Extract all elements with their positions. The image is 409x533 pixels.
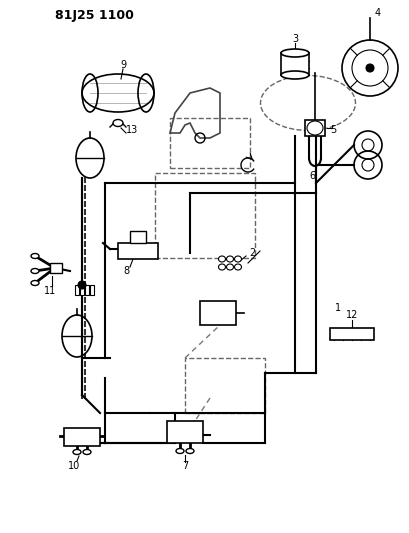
Ellipse shape — [234, 264, 241, 270]
Ellipse shape — [218, 256, 225, 262]
Bar — [130, 231, 146, 243]
Ellipse shape — [73, 449, 81, 455]
Ellipse shape — [31, 254, 39, 259]
Bar — [185, 358, 265, 413]
Text: 8: 8 — [123, 266, 129, 276]
Bar — [305, 120, 325, 136]
Text: 12: 12 — [346, 310, 358, 320]
Bar — [200, 301, 236, 325]
Text: 6: 6 — [309, 171, 315, 181]
Text: 2: 2 — [249, 248, 255, 258]
Ellipse shape — [227, 256, 234, 262]
Ellipse shape — [234, 256, 241, 262]
Ellipse shape — [218, 264, 225, 270]
Circle shape — [366, 64, 374, 72]
Ellipse shape — [31, 269, 39, 273]
Ellipse shape — [31, 280, 39, 286]
Text: 9: 9 — [120, 60, 126, 70]
Text: 1: 1 — [335, 303, 341, 313]
Circle shape — [78, 281, 86, 289]
Bar — [90, 285, 94, 295]
Ellipse shape — [83, 449, 91, 455]
Bar — [80, 285, 84, 295]
Text: 81J25 1100: 81J25 1100 — [55, 9, 134, 21]
Text: 10: 10 — [68, 461, 80, 471]
Bar — [85, 285, 89, 295]
Text: 11: 11 — [44, 286, 56, 296]
Ellipse shape — [227, 264, 234, 270]
Text: 5: 5 — [330, 125, 336, 135]
Bar — [75, 285, 79, 295]
Text: 3: 3 — [292, 34, 298, 44]
Bar — [281, 53, 309, 75]
Text: 7: 7 — [182, 461, 188, 471]
Bar — [167, 421, 203, 443]
Bar — [64, 428, 100, 446]
Bar — [118, 243, 158, 259]
Ellipse shape — [176, 448, 184, 454]
Text: 13: 13 — [126, 125, 138, 135]
Text: 4: 4 — [375, 8, 381, 18]
Ellipse shape — [186, 448, 194, 454]
Bar — [330, 328, 374, 340]
Ellipse shape — [281, 71, 309, 79]
Bar — [50, 263, 62, 273]
Bar — [155, 173, 255, 258]
Bar — [170, 118, 250, 168]
Ellipse shape — [281, 49, 309, 57]
